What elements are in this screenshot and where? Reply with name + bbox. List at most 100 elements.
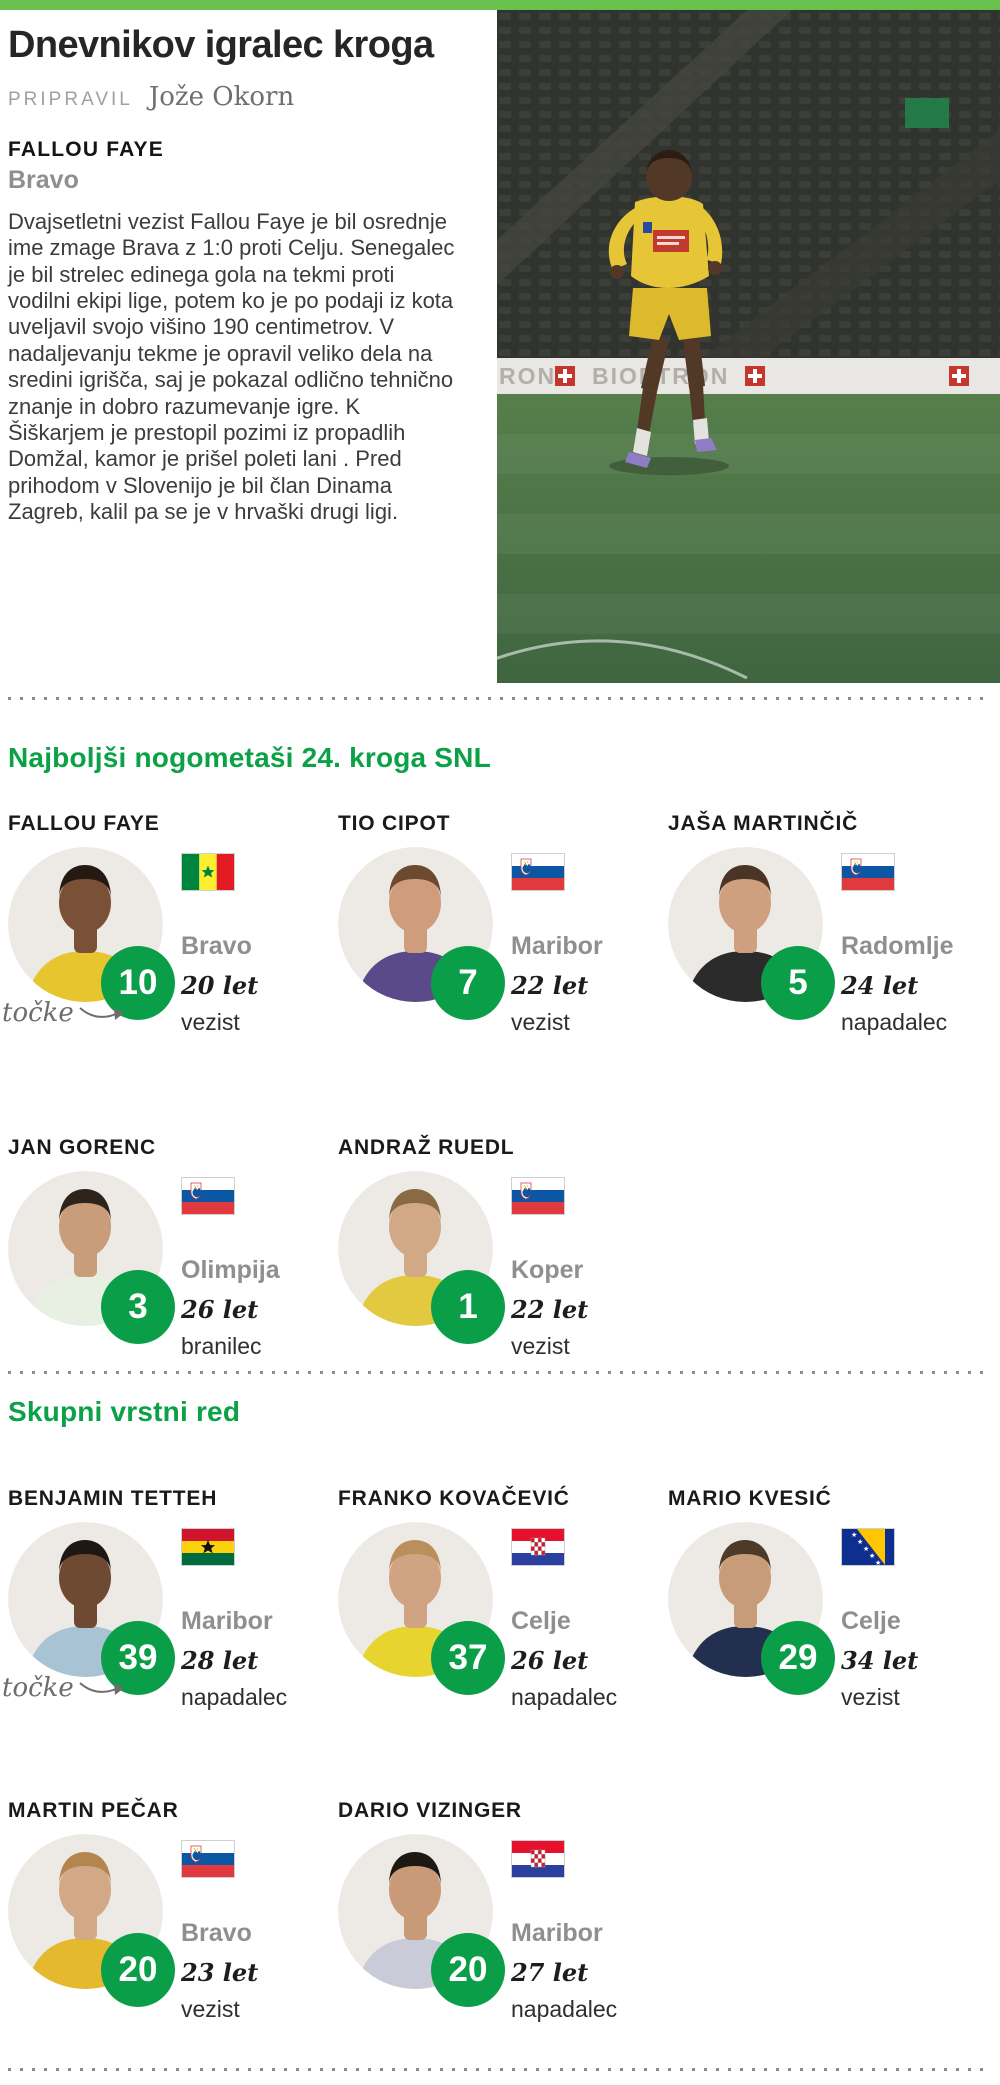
player-card: MARTIN PEČAR 20 točke [8,1799,338,2023]
age-label: 23 let [181,1958,259,1987]
pitch-line [497,639,748,680]
player-info: ★ ★ ★ ★ ★ Koper 22 let vezist [511,1171,588,1360]
svg-text:★: ★ [851,1531,857,1539]
position-label: napadalec [841,1009,948,1035]
senegal-flag-icon [181,853,235,891]
slovenia-flag-icon [511,853,565,891]
age-label: 26 let [181,1295,259,1324]
player-name: ANDRAŽ RUEDL [338,1136,515,1159]
player-info: ★ ★ ★ ★ ★ Bravo 20 let vezist [181,847,258,1036]
player-name: JAN GORENC [8,1136,157,1159]
ad-board-text: TRON [497,363,556,389]
club-label: Koper [511,1256,584,1284]
player-card: JAŠA MARTINČIČ 5 točke [668,812,998,1036]
svg-text:★: ★ [863,1545,869,1553]
player-info: ★ ★ ★ ★ ★ Celje 34 let vezist [841,1522,918,1711]
player-info: ★ ★ ★ ★ ★ Olimpija 26 let branilec [181,1171,280,1360]
player-name: MARTIN PEČAR [8,1799,179,1822]
points-badge: 39 [101,1621,175,1695]
player-card: BENJAMIN TETTEH 39 točke [2,1487,338,1711]
club-label: Olimpija [181,1256,280,1284]
club-label: Bravo [181,932,252,960]
player-figure [608,150,729,475]
pitch [497,394,1000,683]
player-photo-area: 39 točke [2,1522,175,1703]
featured-player-club: Bravo [8,165,79,194]
points-badge: 20 [431,1933,505,2007]
article-text: Dvajsetletni vezist Fallou Faye je bil o… [8,208,455,525]
club-label: Bravo [181,1919,252,1947]
ad-board-logo-icon [555,366,575,386]
player-name: FALLOU FAYE [8,812,160,835]
club-label: Maribor [511,1919,603,1947]
player-card: ANDRAŽ RUEDL 1 točke [338,1136,668,1360]
player-photo-area: 5 točke [668,847,835,1020]
player-photo-area: 20 točke [338,1834,505,2007]
points-label: točke [2,1673,124,1703]
club-label: Maribor [181,1607,273,1635]
player-name: DARIO VIZINGER [338,1799,522,1822]
player-info: ★ ★ ★ ★ ★ Maribor 28 let napadalec [181,1522,287,1711]
player-photo-area: 10 točke [2,847,175,1028]
stand-aisle [497,10,792,285]
player-name: BENJAMIN TETTEH [8,1487,218,1510]
byline: PRIPRAVIL Jože Okorn [8,82,486,112]
club-label: Maribor [511,932,603,960]
player-card: FRANKO KOVAČEVIĆ 37 točke [338,1487,668,1711]
player-info: ★ ★ ★ ★ ★ Maribor 27 let napadalec [511,1834,617,2023]
croatia-flag-icon [511,1840,565,1878]
club-label: Celje [511,1607,571,1635]
position-label: vezist [181,1996,240,2022]
player-photo-area: 7 točke [338,847,505,1020]
bosnia-flag-icon: ★ ★ ★ ★ ★ [841,1528,895,1566]
age-label: 27 let [511,1958,589,1987]
stadium-photo-illustration: TRON BIOPTRON [497,10,1000,683]
player-photo-area: 29 točke [668,1522,835,1695]
slovenia-flag-icon [841,853,895,891]
age-label: 34 let [841,1646,919,1675]
ad-board-logo-icon [745,366,765,386]
player-info: ★ ★ ★ ★ ★ Radomlje 24 let napadalec [841,847,954,1036]
dotted-divider [8,697,992,700]
age-label: 22 let [511,971,589,1000]
round-best-grid: FALLOU FAYE 10 točke [2,812,998,1360]
position-label: vezist [181,1009,240,1035]
club-label: Celje [841,1607,901,1635]
player-name: JAŠA MARTINČIČ [668,812,859,835]
player-name: FRANKO KOVAČEVIĆ [338,1487,570,1510]
player-info: ★ ★ ★ ★ ★ Bravo 23 let vezist [181,1834,258,2023]
points-badge: 5 [761,946,835,1020]
player-photo-area: 37 točke [338,1522,505,1695]
player-photo-area: 20 točke [8,1834,175,2007]
byline-label: PRIPRAVIL [8,88,133,110]
points-badge: 10 [101,946,175,1020]
points-badge: 37 [431,1621,505,1695]
lead-column: Dnevnikov igralec kroga PRIPRAVIL Jože O… [8,10,486,526]
position-label: vezist [511,1009,570,1035]
points-label-text: točke [2,1673,74,1703]
byline-author: Jože Okorn [148,81,295,112]
slovenia-flag-icon [511,1177,565,1215]
points-badge: 29 [761,1621,835,1695]
slovenia-flag-icon [181,1840,235,1878]
stand-aisle [697,130,1000,362]
position-label: branilec [181,1333,262,1359]
age-label: 22 let [511,1295,589,1324]
points-badge: 20 [101,1933,175,2007]
section-title-overall: Skupni vrstni red [8,1396,241,1427]
points-badge: 1 [431,1270,505,1344]
svg-text:★: ★ [869,1552,875,1560]
player-card: TIO CIPOT 7 točke [338,812,668,1036]
ad-board-logo-icon [949,366,969,386]
player-name: MARIO KVESIĆ [668,1487,832,1510]
age-label: 28 let [181,1646,259,1675]
position-label: napadalec [511,1996,618,2022]
arrow-icon [79,1007,124,1020]
overall-standings-grid: BENJAMIN TETTEH 39 točke [2,1487,998,2023]
position-label: napadalec [181,1684,288,1710]
position-label: vezist [511,1333,570,1359]
position-label: napadalec [511,1684,618,1710]
svg-text:★: ★ [857,1538,863,1546]
slovenia-flag-icon [181,1177,235,1215]
age-label: 24 let [841,971,919,1000]
